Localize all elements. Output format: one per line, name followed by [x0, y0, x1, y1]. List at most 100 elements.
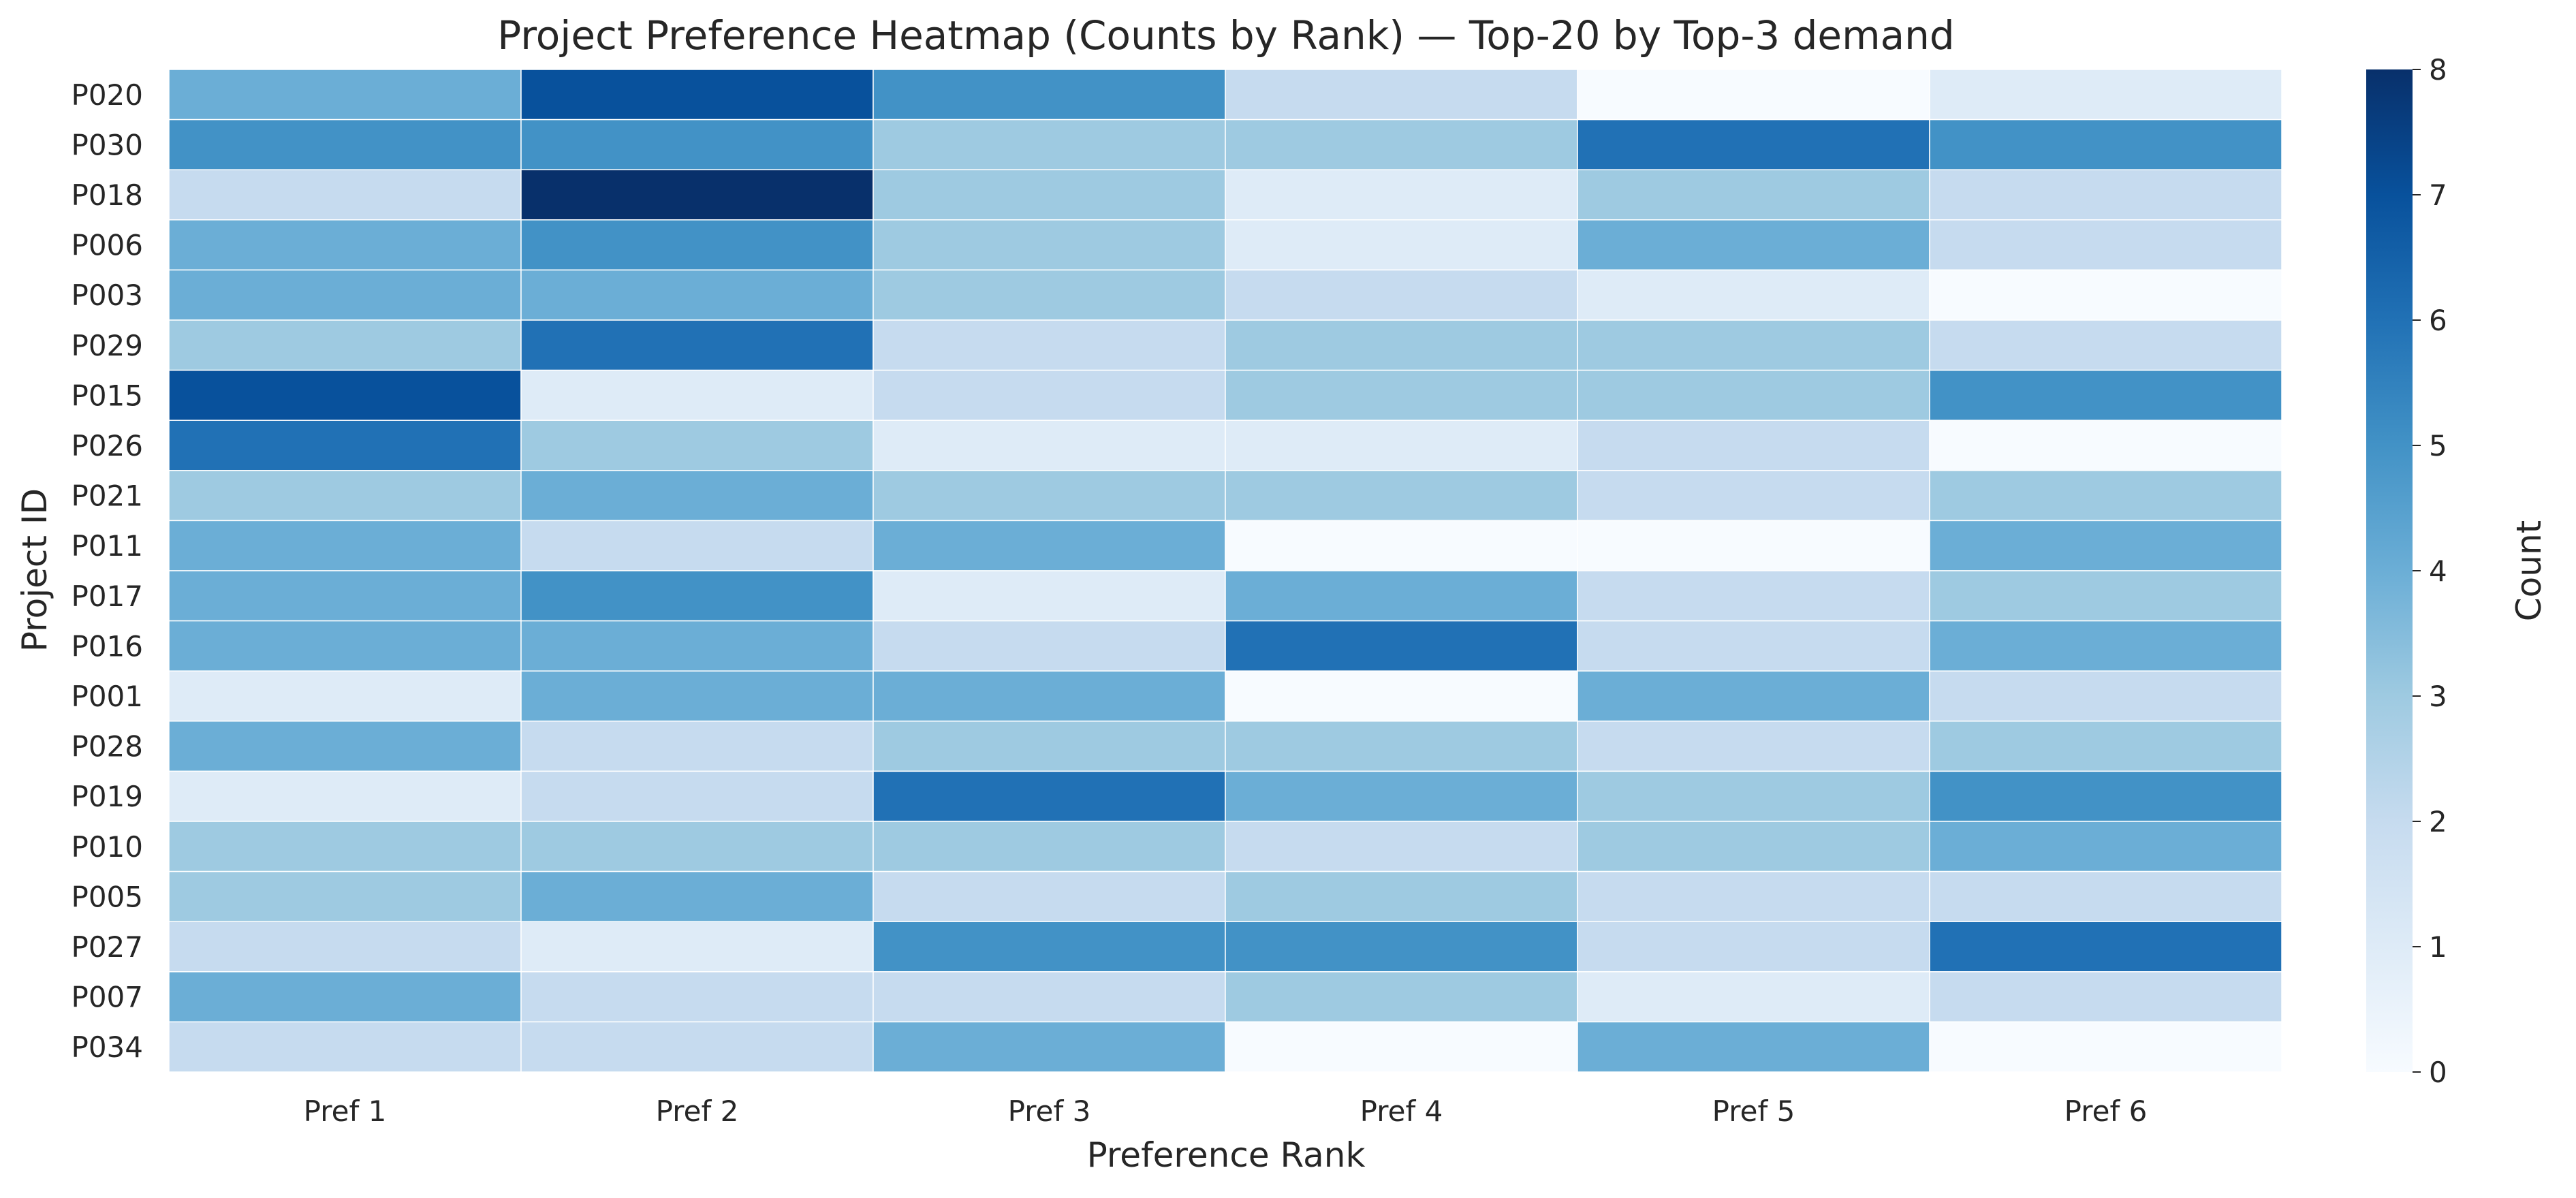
heatmap-cell	[1577, 369, 1930, 421]
colorbar-tick-label: 1	[2429, 930, 2447, 964]
x-tick-label: Pref 6	[2064, 1094, 2148, 1128]
heatmap-cell	[873, 520, 1226, 571]
heatmap-cell	[873, 620, 1226, 672]
heatmap-cell	[1929, 971, 2282, 1023]
heatmap-cell	[168, 870, 522, 922]
heatmap-cell	[873, 821, 1226, 872]
y-tick-labels: P020 P030 P018 P006 P003 P029 P015 P026 P021 P011…	[72, 78, 144, 1064]
heatmap-cell	[1577, 721, 1930, 772]
heatmap-cell	[1929, 520, 2282, 571]
heatmap-cell	[168, 770, 522, 822]
heatmap-cell	[168, 69, 522, 121]
y-tick-label: P021	[72, 479, 144, 513]
colorbar-tick-label: 6	[2429, 304, 2447, 337]
heatmap-cell	[1225, 821, 1578, 872]
heatmap-cell	[1929, 69, 2282, 121]
heatmap-cell	[520, 570, 874, 622]
colorbar-ticks: 0 1 2 3 4 5 6 7 8	[2413, 53, 2447, 1089]
heatmap-cell	[168, 670, 522, 722]
heatmap-cell	[168, 169, 522, 221]
heatmap-cell	[1577, 269, 1930, 321]
heatmap-cell	[1929, 369, 2282, 421]
heatmap-cell	[873, 420, 1226, 471]
x-tick-label: Pref 4	[1360, 1094, 1443, 1128]
heatmap-cell	[520, 620, 874, 672]
heatmap-cell	[520, 420, 874, 471]
heatmap-cell	[168, 219, 522, 271]
heatmap-cell	[873, 971, 1226, 1023]
heatmap-cell	[1929, 269, 2282, 321]
colorbar	[2366, 69, 2413, 1072]
heatmap-cell	[1577, 470, 1930, 522]
heatmap-cell	[168, 971, 522, 1023]
heatmap-cell	[1225, 470, 1578, 522]
chart-title: Project Preference Heatmap (Counts by Ra…	[497, 12, 1955, 59]
heatmap-cell	[168, 1021, 522, 1073]
colorbar-tick-label: 0	[2429, 1056, 2447, 1089]
heatmap-cell	[873, 570, 1226, 622]
y-tick-label: P011	[72, 529, 144, 563]
heatmap-cell	[1929, 1021, 2282, 1073]
heatmap-cell	[873, 1021, 1226, 1073]
heatmap-cell	[873, 219, 1226, 271]
heatmap-cell	[1225, 870, 1578, 922]
heatmap-cell	[1225, 1021, 1578, 1073]
heatmap-cell	[1929, 870, 2282, 922]
y-tick-label: P016	[72, 629, 144, 663]
heatmap-cell	[1225, 670, 1578, 722]
heatmap-cell	[168, 119, 522, 170]
heatmap-cell	[1929, 119, 2282, 170]
heatmap-cell	[873, 119, 1226, 170]
colorbar-label: Count	[2509, 520, 2549, 622]
heatmap-cell	[520, 269, 874, 321]
heatmap-cell	[1225, 770, 1578, 822]
heatmap-cell	[1929, 570, 2282, 622]
heatmap-cell	[1929, 821, 2282, 872]
x-tick-label: Pref 3	[1008, 1094, 1091, 1128]
heatmap-cell	[520, 670, 874, 722]
heatmap-cell	[1225, 169, 1578, 221]
y-tick-label: P034	[72, 1030, 144, 1064]
heatmap-cell	[1577, 921, 1930, 973]
heatmap-cell	[1225, 520, 1578, 571]
heatmap-cell	[1577, 870, 1930, 922]
heatmap-cell	[1929, 670, 2282, 722]
heatmap-cell	[1225, 219, 1578, 271]
heatmap-cell	[1577, 770, 1930, 822]
heatmap-cell	[1577, 420, 1930, 471]
heatmap-cell	[1577, 570, 1930, 622]
heatmap-cell	[873, 69, 1226, 121]
heatmap-cell	[873, 870, 1226, 922]
heatmap-cell	[1225, 420, 1578, 471]
heatmap-cell	[168, 520, 522, 571]
heatmap-cell	[168, 319, 522, 371]
heatmap-cell	[1929, 319, 2282, 371]
y-tick-label: P019	[72, 780, 144, 813]
heatmap-cell	[168, 620, 522, 672]
heatmap-cell	[1577, 1021, 1930, 1073]
y-tick-label: P020	[72, 78, 144, 112]
heatmap-cell	[520, 821, 874, 872]
heatmap-cell	[1929, 921, 2282, 973]
y-tick-label: P006	[72, 229, 144, 262]
y-tick-label: P010	[72, 830, 144, 864]
heatmap-cell	[1929, 620, 2282, 672]
colorbar-tick-label: 7	[2429, 178, 2447, 212]
heatmap-cell	[873, 721, 1226, 772]
heatmap-cell	[1577, 119, 1930, 170]
heatmap-cell	[1225, 319, 1578, 371]
heatmap-cell	[1225, 721, 1578, 772]
heatmap-cell	[1225, 69, 1578, 121]
heatmap-cell	[1577, 69, 1930, 121]
heatmap-cell	[1225, 269, 1578, 321]
heatmap-cell	[873, 369, 1226, 421]
heatmap-cell	[1577, 821, 1930, 872]
heatmap-cell	[168, 721, 522, 772]
y-tick-label: P026	[72, 429, 144, 462]
heatmap-cell	[1577, 670, 1930, 722]
heatmap-cell	[520, 921, 874, 973]
y-tick-label: P017	[72, 580, 144, 613]
heatmap-cell	[1929, 470, 2282, 522]
heatmap-cell	[1577, 971, 1930, 1023]
